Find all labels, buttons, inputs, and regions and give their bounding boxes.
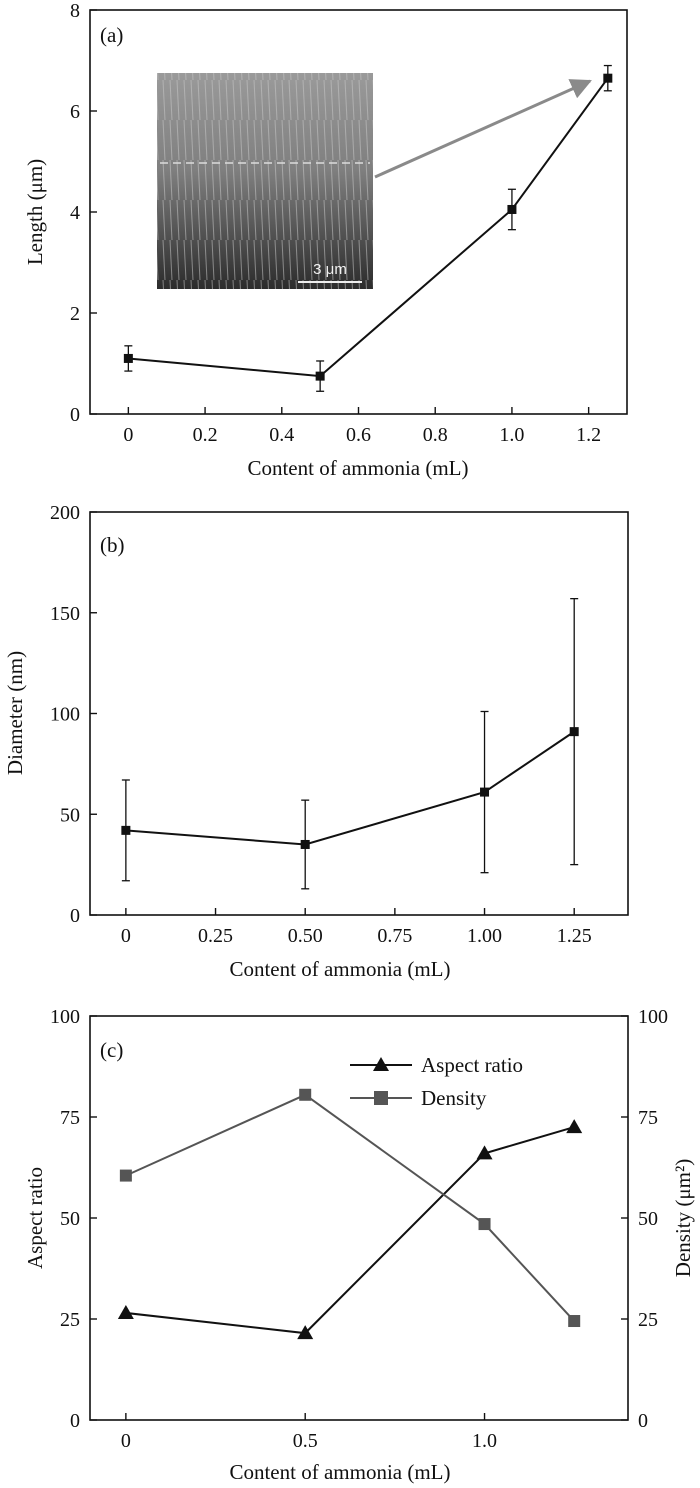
series-line (125, 730, 575, 846)
data-point (121, 825, 131, 835)
x-tick-label: 0.2 (193, 424, 218, 446)
data-point (476, 1145, 493, 1160)
chart-panel-c: 0 0.5 1.0 0 25 50 75 100 0 25 50 75 100 (c) Content … (23, 1006, 695, 1484)
data-point (603, 73, 613, 83)
data-point (315, 371, 325, 381)
x-tick-label: 0.50 (288, 925, 323, 947)
x-tick-label: 1.2 (576, 424, 601, 446)
axis-ticks: 0 0.5 1.0 0 25 50 75 100 0 25 50 75 100 (50, 1006, 668, 1452)
legend-label-aspect-ratio: Aspect ratio (421, 1053, 523, 1077)
y-tick-label-right: 100 (638, 1006, 668, 1028)
data-point (123, 353, 133, 363)
y-tick-label: 100 (50, 704, 80, 726)
x-tick-label: 0.8 (423, 424, 448, 446)
legend-label-density: Density (421, 1086, 487, 1110)
y-axis-label: Diameter (nm) (3, 651, 27, 775)
legend: Aspect ratio Density (350, 1053, 523, 1110)
x-axis-label: Content of ammonia (mL) (229, 957, 450, 981)
x-tick-label: 0.75 (377, 925, 412, 947)
panel-label: (c) (100, 1038, 123, 1062)
series-line (125, 1126, 575, 1335)
panel-label: (b) (100, 533, 125, 557)
data-point (480, 787, 490, 797)
x-tick-label: 0 (121, 925, 131, 947)
data-point (478, 1218, 491, 1231)
y-tick-label: 25 (60, 1309, 80, 1331)
data-point (119, 1169, 132, 1182)
data-point (117, 1304, 134, 1319)
y-tick-label-right: 25 (638, 1309, 658, 1331)
y-tick-label: 8 (70, 0, 80, 22)
y-tick-label-right: 0 (638, 1410, 648, 1432)
x-tick-label: 1.25 (557, 925, 592, 947)
data-point (300, 839, 310, 849)
data-series (123, 64, 613, 392)
axis-ticks: 0 0.25 0.50 0.75 1.00 1.25 0 50 100 150 200 (50, 502, 592, 947)
axis-ticks: 0 0.2 0.4 0.6 0.8 1.0 1.2 0 2 4 6 8 (70, 0, 601, 446)
y-tick-label-right: 50 (638, 1208, 658, 1230)
data-point (297, 1325, 314, 1340)
y-tick-label: 75 (60, 1107, 80, 1129)
data-series (117, 1088, 583, 1340)
panel-label: (a) (100, 23, 123, 47)
data-point (566, 1119, 583, 1134)
x-tick-label: 1.0 (499, 424, 524, 446)
series-line (125, 1093, 575, 1322)
data-point (299, 1088, 312, 1101)
y-tick-label-right: 75 (638, 1107, 658, 1129)
plot-frame (89, 511, 629, 916)
data-point (569, 727, 579, 737)
inset-arrow (374, 79, 592, 179)
x-tick-label: 0 (121, 1430, 131, 1452)
data-series (121, 597, 579, 890)
x-axis-label: Content of ammonia (mL) (229, 1460, 450, 1484)
sem-image-texture (157, 73, 373, 289)
x-axis-label: Content of ammonia (mL) (247, 456, 468, 480)
legend-marker-aspect-ratio (373, 1057, 389, 1071)
y-tick-label: 4 (70, 202, 80, 224)
y-axis-label: Length (μm) (23, 159, 47, 265)
chart-panel-b: 0 0.25 0.50 0.75 1.00 1.25 0 50 100 150 200 (b) Co… (3, 502, 629, 981)
legend-marker-density (374, 1091, 388, 1105)
x-tick-label: 0.6 (346, 424, 371, 446)
x-tick-label: 0.4 (269, 424, 294, 446)
y-tick-label: 0 (70, 1410, 80, 1432)
y-tick-label: 0 (70, 905, 80, 927)
x-tick-label: 1.00 (467, 925, 502, 947)
y-tick-label: 0 (70, 404, 80, 426)
x-tick-label: 1.0 (472, 1430, 497, 1452)
y-tick-label: 50 (60, 804, 80, 826)
y-tick-label: 200 (50, 502, 80, 524)
x-tick-label: 0.25 (198, 925, 233, 947)
data-point (568, 1315, 581, 1328)
x-tick-label: 0 (123, 424, 133, 446)
sem-inset: 3 μm (157, 73, 592, 289)
y-axis-label-right: Density (μm²) (671, 1159, 695, 1277)
series-line (128, 77, 609, 378)
chart-panel-a: 0 0.2 0.4 0.6 0.8 1.0 1.2 0 2 4 6 8 (a) Content of … (23, 0, 628, 480)
y-tick-label: 150 (50, 603, 80, 625)
plot-frame (89, 1015, 629, 1421)
y-tick-label: 6 (70, 101, 80, 123)
y-tick-label: 2 (70, 303, 80, 325)
y-tick-label: 100 (50, 1006, 80, 1028)
y-axis-label: Aspect ratio (23, 1167, 47, 1269)
scale-bar-label: 3 μm (313, 261, 347, 278)
x-tick-label: 0.5 (293, 1430, 318, 1452)
data-point (507, 204, 517, 214)
y-tick-label: 50 (60, 1208, 80, 1230)
